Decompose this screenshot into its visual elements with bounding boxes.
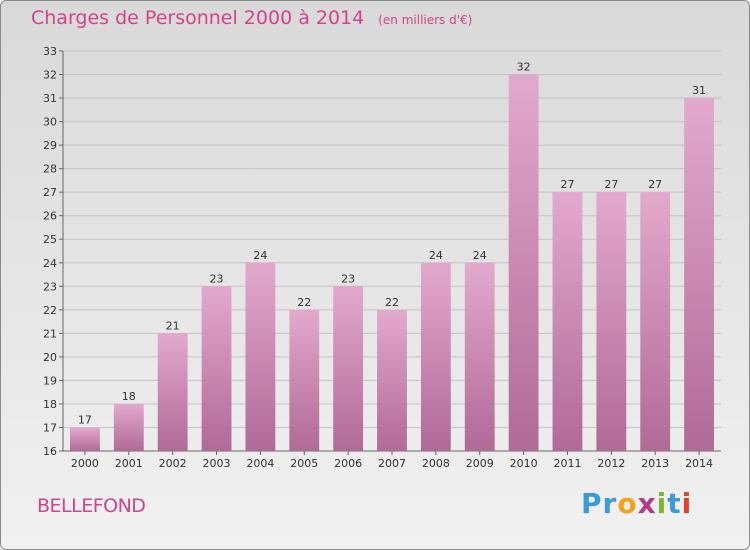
x-tick-label: 2003 bbox=[203, 457, 231, 470]
value-label: 27 bbox=[560, 178, 574, 191]
x-tick-label: 2008 bbox=[422, 457, 450, 470]
y-tick-label: 20 bbox=[43, 351, 57, 364]
x-tick-label: 2000 bbox=[71, 457, 99, 470]
y-tick-label: 21 bbox=[43, 327, 57, 340]
logo-letter: r bbox=[602, 487, 618, 520]
x-tick-label: 2002 bbox=[159, 457, 187, 470]
x-tick-label: 2005 bbox=[290, 457, 318, 470]
y-tick-label: 17 bbox=[43, 421, 57, 434]
logo-letter: i bbox=[681, 487, 693, 520]
x-tick-label: 2004 bbox=[246, 457, 274, 470]
value-label: 22 bbox=[385, 296, 399, 309]
bar bbox=[596, 192, 627, 452]
value-label: 17 bbox=[78, 413, 92, 426]
y-tick-label: 26 bbox=[43, 210, 57, 223]
bar bbox=[201, 286, 232, 451]
x-tick-label: 2012 bbox=[597, 457, 625, 470]
y-tick-label: 28 bbox=[43, 163, 57, 176]
value-label: 24 bbox=[429, 249, 443, 262]
value-label: 31 bbox=[692, 84, 706, 97]
bars bbox=[70, 74, 714, 452]
logo-letter: P bbox=[581, 487, 603, 520]
x-tick-label: 2013 bbox=[641, 457, 669, 470]
value-label: 23 bbox=[341, 272, 355, 285]
bar bbox=[289, 309, 320, 451]
bar bbox=[113, 403, 144, 451]
y-tick-label: 31 bbox=[43, 92, 57, 105]
value-label: 24 bbox=[253, 249, 267, 262]
bar bbox=[420, 262, 451, 451]
logo-letter: o bbox=[617, 487, 638, 520]
y-tick-label: 18 bbox=[43, 398, 57, 411]
value-label: 32 bbox=[517, 61, 531, 74]
axes: 16 17 18 19 20 21 22 23 24 25 26 27 28 29 30 31 32 33 2000… bbox=[43, 45, 721, 470]
proxiti-logo: Proxiti bbox=[581, 487, 692, 520]
y-tick-label: 23 bbox=[43, 280, 57, 293]
value-label: 24 bbox=[473, 249, 487, 262]
y-tick-label: 25 bbox=[43, 233, 57, 246]
logo-letter: i bbox=[656, 487, 668, 520]
bar bbox=[464, 262, 495, 451]
logo-letter: t bbox=[667, 487, 682, 520]
value-label: 23 bbox=[210, 272, 224, 285]
y-tick-label: 24 bbox=[43, 257, 57, 270]
value-label: 18 bbox=[122, 390, 136, 403]
chart-title: Charges de Personnel 2000 à 2014 (en mill… bbox=[31, 7, 472, 29]
x-tick-label: 2007 bbox=[378, 457, 406, 470]
bar bbox=[640, 192, 671, 452]
y-tick-label: 22 bbox=[43, 304, 57, 317]
y-tick-label: 29 bbox=[43, 139, 57, 152]
chart-subtitle: (en milliers d'€) bbox=[378, 13, 473, 27]
bar bbox=[157, 333, 188, 451]
x-tick-label: 2009 bbox=[466, 457, 494, 470]
x-tick-label: 2006 bbox=[334, 457, 362, 470]
chart-title-text: Charges de Personnel 2000 à 2014 bbox=[31, 7, 365, 29]
x-tick-label: 2014 bbox=[685, 457, 713, 470]
value-labels: 17 18 21 23 24 22 23 22 24 24 32 27 27 27 31 bbox=[78, 61, 706, 427]
bar bbox=[377, 309, 407, 451]
y-tick-label: 19 bbox=[43, 374, 57, 387]
commune-name: BELLEFOND bbox=[37, 495, 146, 517]
y-tick-label: 32 bbox=[43, 69, 57, 82]
x-tick-label: 2011 bbox=[553, 457, 581, 470]
bar bbox=[552, 192, 583, 452]
logo-letter: x bbox=[637, 487, 657, 520]
value-label: 27 bbox=[648, 178, 662, 191]
y-tick-label: 16 bbox=[43, 445, 57, 458]
value-label: 22 bbox=[297, 296, 311, 309]
y-tick-label: 33 bbox=[43, 45, 57, 58]
bar bbox=[70, 427, 100, 451]
y-tick-label: 27 bbox=[43, 186, 57, 199]
x-tick-label: 2010 bbox=[510, 457, 538, 470]
y-tick-label: 30 bbox=[43, 116, 57, 129]
bar bbox=[245, 262, 276, 451]
x-tick-label: 2001 bbox=[115, 457, 143, 470]
bar bbox=[684, 98, 714, 451]
value-label: 27 bbox=[604, 178, 618, 191]
bar bbox=[508, 74, 539, 451]
value-label: 21 bbox=[166, 319, 180, 332]
bar bbox=[333, 286, 364, 451]
